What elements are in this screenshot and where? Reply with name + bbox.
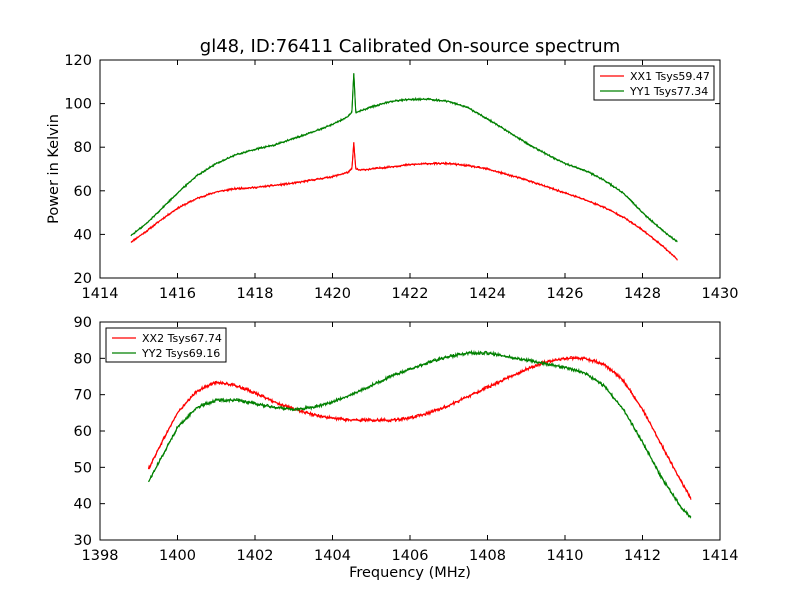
- y-tick-label: 80: [74, 140, 92, 156]
- legend-entry: XX1 Tsys59.47: [630, 70, 710, 83]
- x-axis-label: Frequency (MHz): [349, 565, 471, 581]
- y-tick-label: 80: [74, 351, 92, 367]
- plot-lower: 1398 1400 1402 1404 1406 1408 1410 1412 1414 30 40…: [74, 315, 739, 581]
- y-tick-label: 40: [74, 497, 92, 513]
- x-tick-label: 1414: [702, 548, 739, 564]
- y-tick-label: 90: [74, 315, 92, 331]
- plot-upper: 1414 1416 1418 1420 1422 1424 1426 1428 1430 20 40…: [46, 36, 738, 302]
- y-tick-label: 100: [64, 97, 92, 113]
- y-axis-label: Power in Kelvin: [46, 114, 62, 224]
- y-tick-label: 20: [74, 271, 92, 287]
- x-tick-label: 1426: [547, 286, 584, 302]
- series-trace-1: [147, 357, 692, 499]
- x-tick-label: 1428: [624, 286, 661, 302]
- x-tick-label: 1424: [469, 286, 506, 302]
- series-line-2: [148, 349, 692, 518]
- y-tick-label: 60: [74, 184, 92, 200]
- y-tick-label: 70: [74, 388, 92, 404]
- x-tick-label: 1406: [392, 548, 429, 564]
- x-tick-label: 1418: [237, 286, 274, 302]
- x-tick-label: 1402: [237, 548, 274, 564]
- legend-box: [105, 327, 227, 363]
- x-tick-label: 1398: [82, 548, 119, 564]
- legend-entry: YY1 Tsys77.34: [629, 85, 708, 98]
- x-tick-label: 1400: [159, 548, 196, 564]
- x-tick-label: 1412: [624, 548, 661, 564]
- series-trace-1: [130, 142, 678, 260]
- x-tick-label: 1422: [392, 286, 429, 302]
- y-tick-label: 60: [74, 424, 92, 440]
- x-tick-label: 1410: [547, 548, 584, 564]
- legend: XX2 Tsys67.74 YY2 Tsys69.16: [105, 327, 227, 363]
- x-tick-label: 1420: [314, 286, 351, 302]
- legend-entry: XX2 Tsys67.74: [142, 332, 222, 345]
- legend-entry: YY2 Tsys69.16: [141, 347, 220, 360]
- x-tick-label: 1416: [159, 286, 196, 302]
- y-tick-label: 50: [74, 460, 92, 476]
- chart-title: gl48, ID:76411 Calibrated On-source spec…: [200, 36, 620, 57]
- y-tick-label: 40: [74, 227, 92, 243]
- x-tick-label: 1404: [314, 548, 351, 564]
- x-tick-label: 1414: [82, 286, 119, 302]
- legend: XX1 Tsys59.47 YY1 Tsys77.34: [593, 65, 715, 101]
- x-tick-label: 1408: [469, 548, 506, 564]
- series-trace-2: [147, 352, 692, 519]
- x-tick-label: 1430: [702, 286, 739, 302]
- y-tick-label: 30: [74, 533, 92, 549]
- y-tick-label: 120: [64, 53, 92, 69]
- series-trace-2: [130, 73, 678, 243]
- legend-box: [593, 65, 715, 101]
